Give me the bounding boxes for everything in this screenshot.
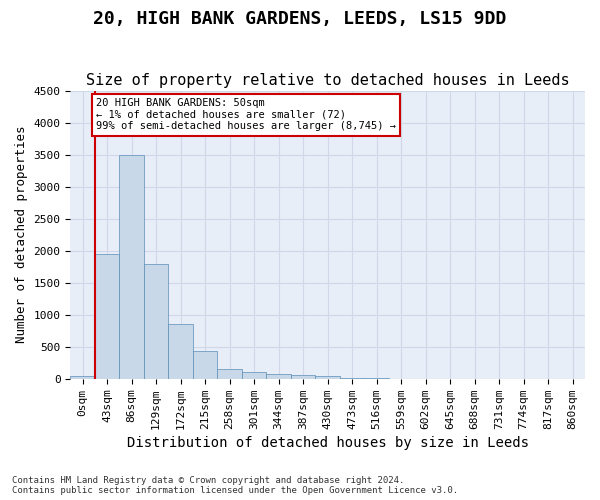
X-axis label: Distribution of detached houses by size in Leeds: Distribution of detached houses by size … bbox=[127, 436, 529, 450]
Bar bbox=[95, 254, 119, 379]
Bar bbox=[242, 372, 266, 379]
Bar bbox=[169, 324, 193, 379]
Text: 20, HIGH BANK GARDENS, LEEDS, LS15 9DD: 20, HIGH BANK GARDENS, LEEDS, LS15 9DD bbox=[94, 10, 506, 28]
Text: Contains HM Land Registry data © Crown copyright and database right 2024.
Contai: Contains HM Land Registry data © Crown c… bbox=[12, 476, 458, 495]
Bar bbox=[340, 378, 364, 379]
Bar bbox=[316, 376, 340, 379]
Y-axis label: Number of detached properties: Number of detached properties bbox=[15, 126, 28, 344]
Bar bbox=[364, 378, 389, 379]
Bar bbox=[119, 154, 144, 379]
Bar bbox=[291, 376, 316, 379]
Title: Size of property relative to detached houses in Leeds: Size of property relative to detached ho… bbox=[86, 73, 569, 88]
Bar bbox=[193, 352, 217, 379]
Bar bbox=[144, 264, 169, 379]
Bar bbox=[217, 368, 242, 379]
Bar bbox=[266, 374, 291, 379]
Text: 20 HIGH BANK GARDENS: 50sqm
← 1% of detached houses are smaller (72)
99% of semi: 20 HIGH BANK GARDENS: 50sqm ← 1% of deta… bbox=[96, 98, 396, 132]
Bar bbox=[70, 376, 95, 379]
